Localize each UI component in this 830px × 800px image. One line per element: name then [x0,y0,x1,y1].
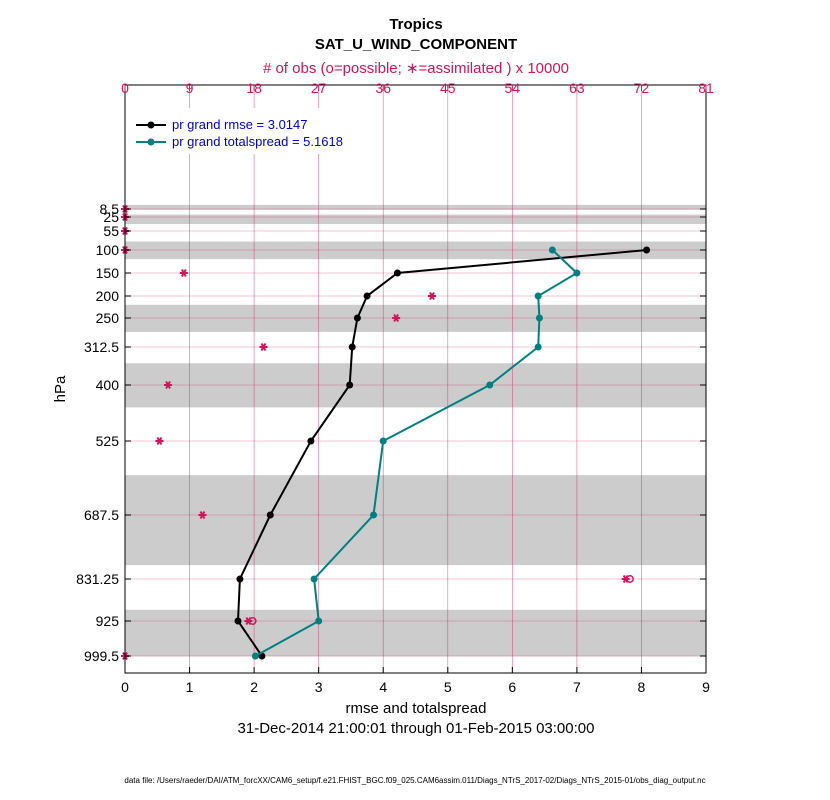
y-tick-label: 400 [96,377,120,393]
layer-band [125,215,706,224]
series-point-totalspread [252,653,259,660]
top-tick-label: 45 [440,80,456,96]
top-axis-label: # of obs (o=possible; ∗=assimilated ) x … [263,60,569,77]
y-tick-label: 100 [96,242,120,258]
obs-markers [121,206,633,660]
y-axis-label: hPa [52,375,69,402]
obs-assimilated-marker [180,270,188,277]
series-point-rmse [236,576,243,583]
top-tick-label: 18 [246,80,262,96]
x-tick-label: 5 [444,679,452,695]
layer-band [125,475,706,565]
layer-band [125,242,706,260]
series-point-totalspread [573,270,580,277]
y-tick-label: 250 [96,310,120,326]
y-tick-label: 200 [96,288,120,304]
x-tick-label: 9 [702,679,710,695]
series-point-totalspread [486,382,493,389]
footer-datafile: data file: /Users/raeder/DAI/ATM_forcXX/… [124,776,705,785]
obs-assimilated-marker [259,344,267,351]
x-tick-label: 0 [121,679,129,695]
series-point-totalspread [535,344,542,351]
y-tick-label: 525 [96,433,120,449]
obs-assimilated-marker [428,293,436,300]
y-ticks: 8.52555100150200250312.5400525687.5831.2… [76,201,706,664]
top-tick-label: 0 [121,80,129,96]
y-tick-label: 999.5 [84,648,119,664]
top-tick-label: 63 [569,80,585,96]
legend: pr grand rmse = 3.0147 pr grand totalspr… [131,108,371,154]
legend-marker-totalspread [148,139,155,146]
series-point-totalspread [536,315,543,322]
series-point-totalspread [311,576,318,583]
series-point-rmse [267,512,274,519]
series-point-rmse [234,618,241,625]
obs-assimilated-marker [155,438,163,445]
x-axis-label: rmse and totalspread [346,700,487,717]
series-point-totalspread [380,438,387,445]
series-point-rmse [349,344,356,351]
series-point-totalspread [535,293,542,300]
x-tick-label: 3 [315,679,323,695]
series-point-rmse [307,438,314,445]
series-point-rmse [364,293,371,300]
x-tick-label: 1 [186,679,194,695]
y-tick-label: 925 [96,613,120,629]
top-tick-label: 81 [698,80,714,96]
x-tick-label: 6 [508,679,516,695]
layer-band [125,305,706,332]
y-tick-label: 687.5 [84,507,119,523]
series-point-totalspread [370,512,377,519]
series-point-rmse [643,247,650,254]
series-point-totalspread [315,618,322,625]
chart-subtitle: SAT_U_WIND_COMPONENT [315,36,517,53]
series-point-rmse [354,315,361,322]
legend-label-rmse: pr grand rmse = 3.0147 [172,117,308,132]
x-tick-label: 2 [250,679,258,695]
layer-band [125,610,706,656]
top-ticks: 0 9 18 27 36 45 54 63 72 81 [121,80,714,96]
y-tick-label: 312.5 [84,339,119,355]
series-point-rmse [346,382,353,389]
x-ticks: 0 1 2 3 4 5 6 7 8 9 [121,667,710,695]
y-tick-label: 831.25 [76,571,119,587]
x-tick-label: 8 [638,679,646,695]
legend-marker-rmse [148,122,155,129]
top-tick-label: 54 [505,80,521,96]
top-tick-label: 9 [186,80,194,96]
legend-label-totalspread: pr grand totalspread = 5.1618 [172,134,343,149]
x-tick-label: 7 [573,679,581,695]
layer-bands [125,205,706,656]
chart-title: Tropics [389,16,442,33]
y-tick-label: 150 [96,265,120,281]
layer-band [125,363,706,407]
x-tick-label: 4 [379,679,387,695]
y-tick-label: 55 [103,223,119,239]
top-tick-label: 36 [375,80,391,96]
top-tick-label: 72 [634,80,650,96]
top-tick-label: 27 [311,80,327,96]
series-point-rmse [394,270,401,277]
date-range: 31-Dec-2014 21:00:01 through 01-Feb-2015… [238,720,595,737]
chart: Tropics SAT_U_WIND_COMPONENT # of obs (o… [0,0,830,800]
series-point-totalspread [549,247,556,254]
